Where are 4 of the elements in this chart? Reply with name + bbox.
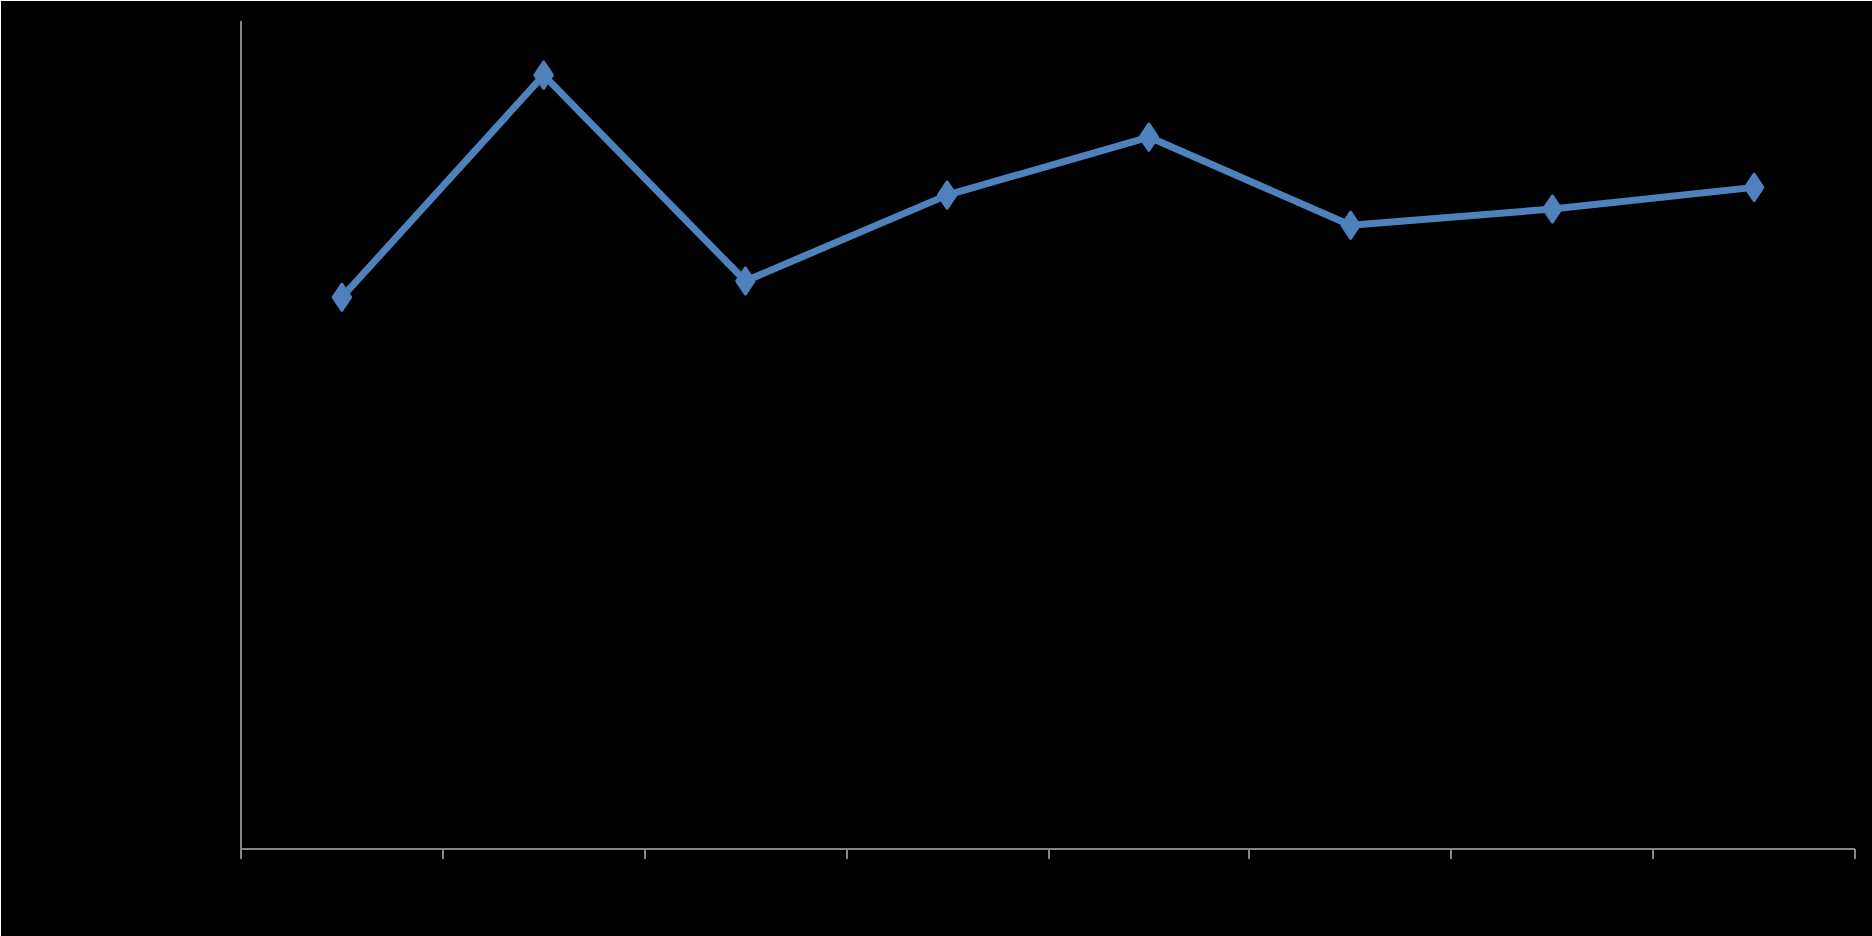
point: [331, 282, 353, 313]
point: [1743, 172, 1765, 203]
point: [1138, 122, 1160, 153]
point: [936, 180, 958, 211]
